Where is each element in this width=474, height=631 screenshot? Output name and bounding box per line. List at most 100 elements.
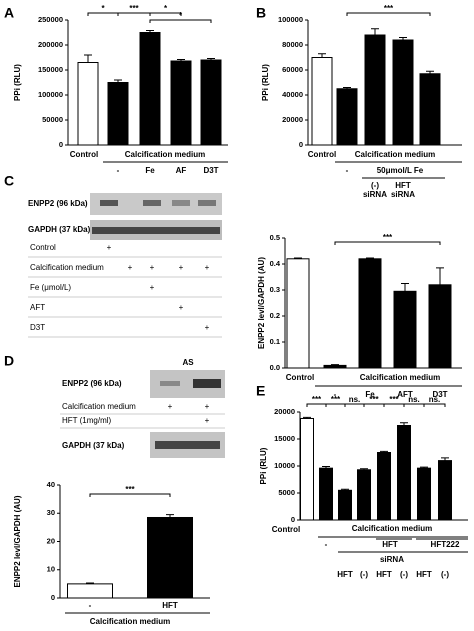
y-tick-label: 0.0	[270, 363, 280, 372]
error-bar	[331, 364, 339, 366]
x-label: Control	[286, 373, 314, 382]
x-label: Calcification medium	[352, 524, 432, 533]
blot-band	[143, 200, 161, 206]
x-label: HFT	[162, 601, 178, 610]
error-bar	[436, 267, 444, 285]
y-tick-label: 0	[51, 593, 55, 602]
error-bar	[86, 582, 94, 584]
y-axis-label: PPi (RLU)	[13, 64, 22, 101]
error-bar	[166, 514, 174, 518]
y-tick-label: 10000	[274, 461, 295, 470]
x-label: Fe	[365, 390, 375, 399]
error-bar	[303, 416, 311, 419]
panel-letter: A	[4, 5, 14, 21]
y-tick-label: 0	[291, 515, 295, 524]
bar	[419, 73, 441, 146]
sig-bracket	[423, 403, 446, 407]
bar	[377, 452, 391, 521]
blot-band	[100, 200, 118, 206]
bar	[323, 364, 347, 369]
y-tick-label: 0.5	[270, 233, 280, 242]
bar	[170, 60, 192, 146]
x-label: HFT	[376, 570, 392, 579]
bar	[139, 32, 161, 146]
x-label: Control	[70, 150, 98, 159]
bar	[438, 460, 452, 521]
row-label: Fe (μmol/L)	[30, 283, 71, 292]
blot-band	[198, 200, 216, 206]
y-axis-label: ENPP2 levl/GAPDH (AU)	[13, 495, 22, 587]
error-bar	[371, 28, 379, 35]
sig-label: ***	[331, 395, 341, 404]
x-label: -	[89, 601, 92, 610]
x-label: siRNA	[363, 190, 387, 199]
y-tick-label: 20000	[274, 407, 295, 416]
bar	[338, 489, 352, 521]
y-tick-label: 0.1	[270, 337, 280, 346]
band-label: ENPP2 (96 kDa)	[62, 379, 122, 388]
band-label: GAPDH (37 kDa)	[62, 441, 125, 450]
bar	[200, 59, 222, 146]
sig-label: *	[164, 4, 168, 13]
sig-label: ***	[129, 4, 139, 13]
x-label: (-)	[400, 570, 408, 579]
row-mark: +	[205, 323, 210, 332]
error-bar	[380, 450, 388, 453]
bar	[393, 290, 417, 369]
y-tick-label: 150000	[38, 65, 63, 74]
sig-label: ns.	[349, 395, 361, 404]
x-label: Calcification medium	[90, 617, 170, 626]
error-bar	[207, 58, 215, 60]
panel-letter: B	[256, 5, 266, 21]
sig-label: ***	[312, 395, 322, 404]
sig-label: ***	[384, 4, 394, 13]
x-label: (-)	[360, 570, 368, 579]
row-mark: +	[128, 263, 133, 272]
x-label: Calcification medium	[355, 150, 435, 159]
y-tick-label: 15000	[274, 434, 295, 443]
row-label: AFT	[30, 303, 45, 312]
error-bar	[426, 70, 434, 74]
bar	[357, 469, 371, 521]
y-axis-label: PPi (RLU)	[261, 64, 270, 101]
x-label: AF	[176, 166, 187, 175]
sig-label: *	[101, 4, 105, 13]
sig-label: ***	[125, 485, 135, 494]
error-bar	[177, 59, 185, 61]
y-tick-label: 40	[47, 480, 55, 489]
blot-band	[160, 381, 180, 386]
bar	[417, 467, 431, 521]
row-label: HFT (1mg/ml)	[62, 416, 112, 425]
bar	[77, 62, 99, 146]
x-label: -	[117, 166, 120, 175]
panel-letter: D	[4, 353, 14, 369]
bar	[147, 516, 193, 599]
x-label: 50μmol/L Fe	[377, 166, 424, 175]
sig-bracket	[346, 12, 431, 16]
x-label: Control	[308, 150, 336, 159]
bar	[397, 425, 411, 521]
row-label: D3T	[30, 323, 45, 332]
row-mark: +	[168, 402, 173, 411]
y-tick-label: 20	[47, 536, 55, 545]
row-label: Calcification medium	[62, 402, 136, 411]
error-bar	[114, 79, 122, 83]
y-tick-label: 40000	[282, 90, 303, 99]
x-label: Calcification medium	[125, 150, 205, 159]
y-tick-label: 5000	[278, 488, 295, 497]
error-bar	[341, 488, 349, 491]
y-tick-label: 0	[299, 140, 303, 149]
x-label: siRNA	[391, 190, 415, 199]
y-tick-label: 0.2	[270, 311, 280, 320]
bar	[358, 258, 382, 369]
bar	[336, 88, 358, 146]
y-axis-label: ENPP2 levl/GAPDH (AU)	[257, 257, 266, 349]
error-bar	[441, 457, 449, 461]
y-axis-label: PPi (RLU)	[259, 447, 268, 484]
x-label: AFT	[397, 390, 413, 399]
sig-label: *	[179, 11, 183, 20]
bar	[428, 284, 452, 369]
x-label: Calcification medium	[360, 373, 440, 382]
panel-letter: E	[256, 383, 265, 399]
